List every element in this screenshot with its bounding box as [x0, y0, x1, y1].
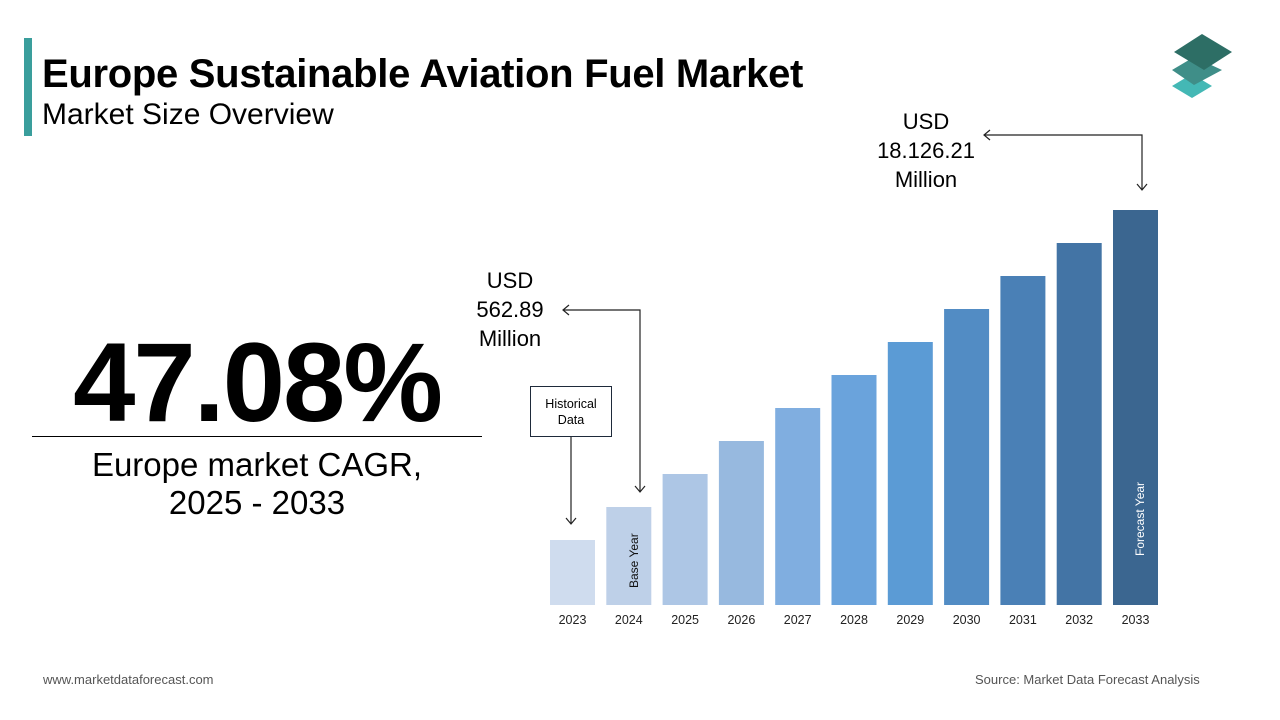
- x-tick-label: 2030: [953, 613, 981, 627]
- cagr-label-line1: Europe market CAGR,: [91, 446, 423, 483]
- base-unit: Million: [478, 326, 542, 351]
- bar-2031: [1000, 276, 1046, 605]
- x-tick-label: 2025: [671, 613, 699, 627]
- logo-layer-middle: [1172, 57, 1222, 85]
- base-currency: USD: [486, 268, 534, 293]
- historical-data-box: Historical Data: [530, 386, 612, 437]
- x-tick-label: 2031: [1009, 613, 1037, 627]
- bar-2033: [1113, 210, 1158, 605]
- bar-2027: [775, 408, 821, 605]
- source-note: Source: Market Data Forecast Analysis: [975, 672, 1200, 687]
- x-tick-label: 2028: [840, 613, 868, 627]
- x-tick-label: 2023: [559, 613, 587, 627]
- base-arrow-head-left: [562, 304, 570, 316]
- x-tick-label: 2029: [896, 613, 924, 627]
- base-value-callout: USD 562.89 Million: [462, 266, 558, 353]
- bar-2023: [550, 540, 595, 605]
- x-tick-label: 2024: [615, 613, 643, 627]
- page-title: Europe Sustainable Aviation Fuel Market: [42, 52, 804, 96]
- cagr-value: 47.08%: [73, 320, 443, 445]
- website-link[interactable]: www.marketdataforecast.com: [43, 672, 214, 687]
- cagr-label: Europe market CAGR, 2025 - 2033: [32, 446, 482, 522]
- cagr-label-line2: 2025 - 2033: [168, 484, 346, 521]
- forecast-arrow-head-down: [1136, 183, 1148, 191]
- x-tick-label: 2027: [784, 613, 812, 627]
- logo-layer-top: [1174, 34, 1232, 70]
- forecast-currency: USD: [902, 109, 950, 134]
- base-arrow-head-down: [634, 485, 646, 493]
- divider: [32, 436, 482, 437]
- logo-stacked-layers-icon: [1172, 34, 1232, 98]
- bar-2029: [887, 342, 933, 605]
- bar-2024: [606, 507, 652, 605]
- forecast-arrow: [984, 134, 1143, 190]
- callout-arrows: [562, 129, 1148, 525]
- bar-2026: [718, 441, 764, 605]
- title-accent-bar: [24, 38, 32, 136]
- forecast-value-callout: USD 18.126.21 Million: [866, 107, 986, 194]
- bar-2030: [944, 309, 990, 605]
- page-subtitle: Market Size Overview: [42, 98, 334, 131]
- forecast-unit: Million: [894, 167, 958, 192]
- historical-arrow-head: [565, 517, 577, 525]
- forecast-year-label: Forecast Year: [1133, 482, 1147, 556]
- bar-2032: [1056, 243, 1102, 605]
- historical-line2: Data: [557, 413, 585, 427]
- bar-2028: [831, 375, 877, 605]
- base-year-label: Base Year: [627, 533, 641, 588]
- x-tick-label: 2032: [1065, 613, 1093, 627]
- bar-2025: [662, 474, 708, 605]
- x-tick-label: 2033: [1122, 613, 1150, 627]
- base-arrow: [563, 309, 641, 492]
- historical-line1: Historical: [545, 397, 597, 411]
- x-tick-label: 2026: [727, 613, 755, 627]
- forecast-arrow-head-left: [983, 129, 991, 141]
- base-value: 562.89: [476, 297, 544, 322]
- forecast-value: 18.126.21: [877, 138, 975, 163]
